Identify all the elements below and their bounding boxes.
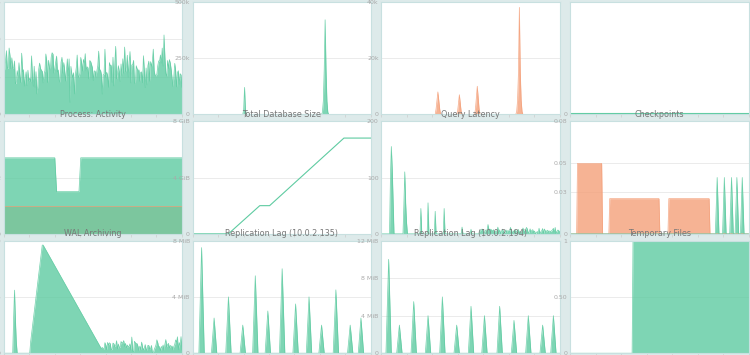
Title: Replication Lag (10.0.2.135): Replication Lag (10.0.2.135) [225, 229, 338, 239]
Title: Checkpoints: Checkpoints [634, 110, 684, 119]
Title: WAL Archiving: WAL Archiving [64, 229, 122, 239]
Title: Total Database Size: Total Database Size [242, 110, 321, 119]
Title: Process: Activity: Process: Activity [60, 110, 126, 119]
Title: Query Latency: Query Latency [441, 110, 500, 119]
Title: Temporary Files: Temporary Files [628, 229, 691, 239]
Title: Replication Lag (10.0.2.194): Replication Lag (10.0.2.194) [414, 229, 527, 239]
